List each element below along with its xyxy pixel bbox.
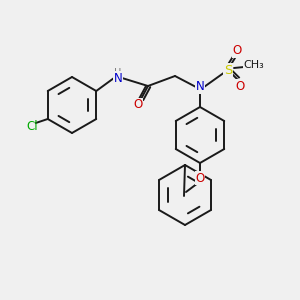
Text: S: S [224,64,232,76]
Text: O: O [232,44,242,58]
Text: CH₃: CH₃ [244,60,264,70]
Text: O: O [236,80,244,92]
Text: N: N [114,71,122,85]
Text: N: N [196,80,204,94]
Text: Cl: Cl [26,119,38,133]
Text: O: O [134,98,142,112]
Text: H: H [114,68,122,78]
Text: O: O [195,172,205,184]
